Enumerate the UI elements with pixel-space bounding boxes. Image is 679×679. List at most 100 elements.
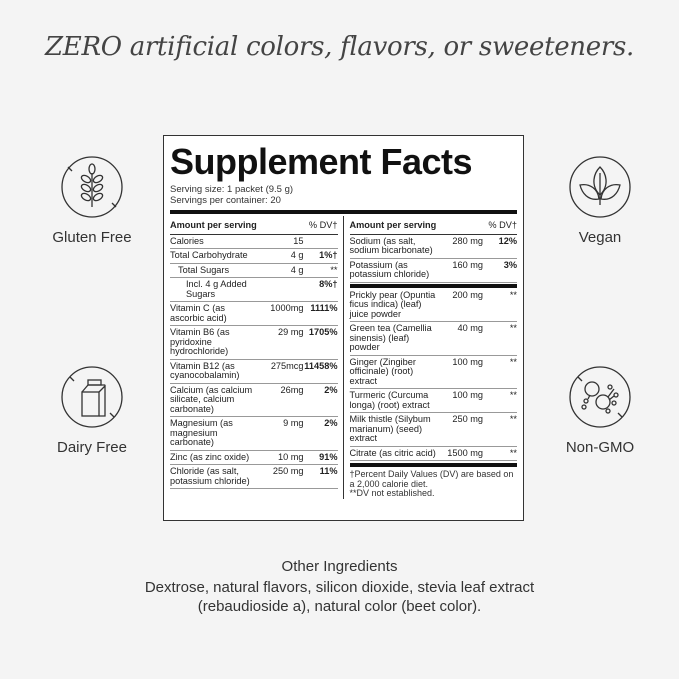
nutrient-amount: 40 mg — [457, 323, 483, 333]
nutrient-row: Zinc (as zinc oxide) 10 mg 91% — [170, 451, 338, 465]
header-amount: Amount per serving — [170, 220, 257, 230]
nutrient-dv: ** — [509, 447, 517, 458]
badge-vegan: Vegan — [530, 155, 670, 246]
nutrient-dv: 3% — [503, 259, 517, 270]
nutrient-name: Vitamin B6 (as pyridoxine hydrochloride) — [170, 327, 230, 356]
nutrient-name: Sodium (as salt, sodium bicarbonate) — [349, 235, 433, 255]
nutrient-amount: 1500 mg — [447, 447, 483, 458]
nutrient-amount: 15 — [293, 235, 304, 246]
leaves-icon — [569, 156, 631, 218]
facts-title: Supplement Facts — [170, 141, 473, 182]
divider — [349, 463, 517, 467]
other-ingredients-text: Dextrose, natural flavors, silicon dioxi… — [144, 579, 535, 615]
column-header: Amount per serving % DV† — [349, 216, 517, 235]
badge-dairy-free: Dairy Free — [22, 365, 162, 456]
nutrient-name: Chloride (as salt, potassium chloride) — [170, 466, 250, 486]
nutrient-amount: 100 mg — [452, 390, 483, 400]
nutrient-name: Turmeric (Curcuma longa) (root) extract — [349, 390, 430, 410]
nutrient-row: Turmeric (Curcuma longa) (root) extract 1… — [349, 389, 517, 413]
wheat-crossed-icon — [61, 156, 123, 218]
nutrient-dv: ** — [509, 289, 517, 300]
nutrient-name: Calories — [170, 235, 204, 246]
badge-label: Dairy Free — [56, 439, 127, 456]
nutrient-row: Calories 15 — [170, 235, 338, 249]
nutrient-row: Chloride (as salt, potassium chloride) 25… — [170, 465, 338, 489]
nutrient-amount: 1000mg — [270, 303, 304, 313]
nutrient-dv: ** — [509, 390, 517, 400]
nutrient-dv: 1%† — [319, 250, 338, 260]
nutrient-row: Ginger (Zingiber officinale) (root) extr… — [349, 356, 517, 389]
nutrient-amount: 29 mg — [277, 327, 304, 337]
nutrient-row: Magnesium (as magnesium carbonate) 9 mg 2% — [170, 417, 338, 451]
milk-carton-crossed-icon — [61, 366, 123, 428]
nutrient-name: Total Carbohydrate — [170, 250, 248, 260]
nutrient-row: Sodium (as salt, sodium bicarbonate) 280 … — [349, 235, 517, 259]
nutrient-row: Vitamin C (as ascorbic acid) 1000mg 1111% — [170, 302, 338, 326]
nutrient-dv: 11% — [319, 466, 338, 476]
nutrient-amount: 10 mg — [277, 451, 304, 462]
nutrient-row: Calcium (as calcium silicate, calcium ca… — [170, 384, 338, 417]
facts-right-column: Amount per serving % DV† Sodium (as salt,… — [344, 216, 517, 499]
badge-label: Vegan — [578, 229, 622, 246]
nutrient-row: Incl. 4 g Added Sugars 8%† — [170, 278, 338, 302]
other-ingredients-heading: Other Ingredients — [281, 558, 398, 575]
nutrient-dv: 1705% — [308, 327, 338, 337]
nutrient-name: Potassium (as potassium chloride) — [349, 259, 430, 279]
nutrient-row: Citrate (as citric acid) 1500 mg ** — [349, 447, 517, 461]
header-amount: Amount per serving — [349, 220, 437, 230]
nutrient-row: Potassium (as potassium chloride) 160 mg 3… — [349, 259, 517, 283]
nutrient-amount — [258, 280, 304, 299]
nutrient-row: Total Carbohydrate 4 g 1%† — [170, 249, 338, 264]
nutrient-row: Prickly pear (Opuntia ficus indica) (lea… — [349, 289, 517, 322]
nutrient-name: Magnesium (as magnesium carbonate) — [170, 418, 233, 447]
molecule-crossed-icon — [569, 366, 631, 428]
nutrient-name: Green tea (Camellia sinensis) (leaf) pow… — [349, 323, 432, 352]
badge-non-gmo: Non-GMO — [530, 365, 670, 456]
nutrient-name: Prickly pear (Opuntia ficus indica) (lea… — [349, 289, 436, 319]
nutrient-dv: 2% — [324, 418, 338, 428]
supplement-facts-panel: Supplement Facts Serving size: 1 packet … — [163, 135, 524, 521]
nutrient-dv: 8%† — [319, 279, 338, 289]
badge-gluten-free: Gluten Free — [22, 155, 162, 246]
nutrient-dv: 1111% — [310, 303, 338, 313]
nutrient-row: Vitamin B6 (as pyridoxine hydrochloride)… — [170, 326, 338, 360]
badge-label: Gluten Free — [52, 229, 132, 246]
nutrient-dv: 12% — [498, 235, 517, 246]
nutrient-name: Ginger (Zingiber officinale) (root) extr… — [349, 356, 416, 386]
nutrient-dv: ** — [509, 356, 517, 367]
servings-per-container: Servings per container: 20 — [170, 195, 281, 206]
facts-left-column: Amount per serving % DV† Calories 15 Total … — [170, 216, 344, 499]
divider — [170, 210, 517, 214]
nutrient-row: Vitamin B12 (as cyanocobalamin) 275mcg 114… — [170, 360, 338, 384]
nutrient-amount: 4 g — [290, 264, 304, 275]
nutrient-amount: 100 mg — [452, 356, 483, 367]
nutrient-row: Milk thistle (Silybum marianum) (seed) e… — [349, 413, 517, 447]
nutrient-name: Vitamin C (as ascorbic acid) — [170, 303, 227, 323]
divider — [349, 283, 517, 288]
nutrient-amount: 280 mg — [452, 235, 483, 246]
other-ingredients: Other Ingredients Dextrose, natural flav… — [0, 558, 679, 616]
nutrient-dv: 11458% — [304, 360, 338, 371]
header-dv: % DV† — [488, 220, 517, 230]
footnote-not-established: **DV not established. — [349, 488, 435, 498]
nutrient-amount: 250 mg — [452, 414, 483, 424]
nutrient-row: Green tea (Camellia sinensis) (leaf) pow… — [349, 322, 517, 356]
nutrient-row: Total Sugars 4 g ** — [170, 264, 338, 278]
headline: ZERO artificial colors, flavors, or swee… — [45, 32, 634, 62]
footnote-dv: †Percent Daily Values (DV) are based on … — [349, 469, 514, 489]
nutrient-dv — [304, 237, 338, 247]
nutrient-dv: 91% — [319, 451, 338, 462]
nutrient-amount: 9 mg — [283, 418, 304, 428]
column-header: Amount per serving % DV† — [170, 216, 338, 235]
nutrient-amount: 250 mg — [272, 466, 304, 476]
nutrient-dv: 2% — [324, 384, 338, 395]
nutrient-name: Calcium (as calcium silicate, calcium ca… — [170, 384, 253, 414]
serving-size: Serving size: 1 packet (9.5 g) — [170, 184, 294, 195]
nutrient-amount: 26mg — [280, 384, 304, 395]
nutrient-amount: 200 mg — [452, 289, 483, 300]
nutrient-name: Zinc (as zinc oxide) — [170, 451, 250, 462]
nutrient-dv: ** — [509, 414, 517, 424]
nutrient-name: Incl. 4 g Added Sugars — [186, 279, 247, 299]
nutrient-name: Milk thistle (Silybum marianum) (seed) e… — [349, 414, 431, 443]
nutrient-amount: 4 g — [290, 250, 304, 260]
